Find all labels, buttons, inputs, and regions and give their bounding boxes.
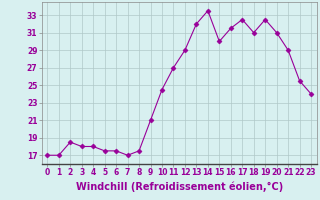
X-axis label: Windchill (Refroidissement éolien,°C): Windchill (Refroidissement éolien,°C)	[76, 181, 283, 192]
